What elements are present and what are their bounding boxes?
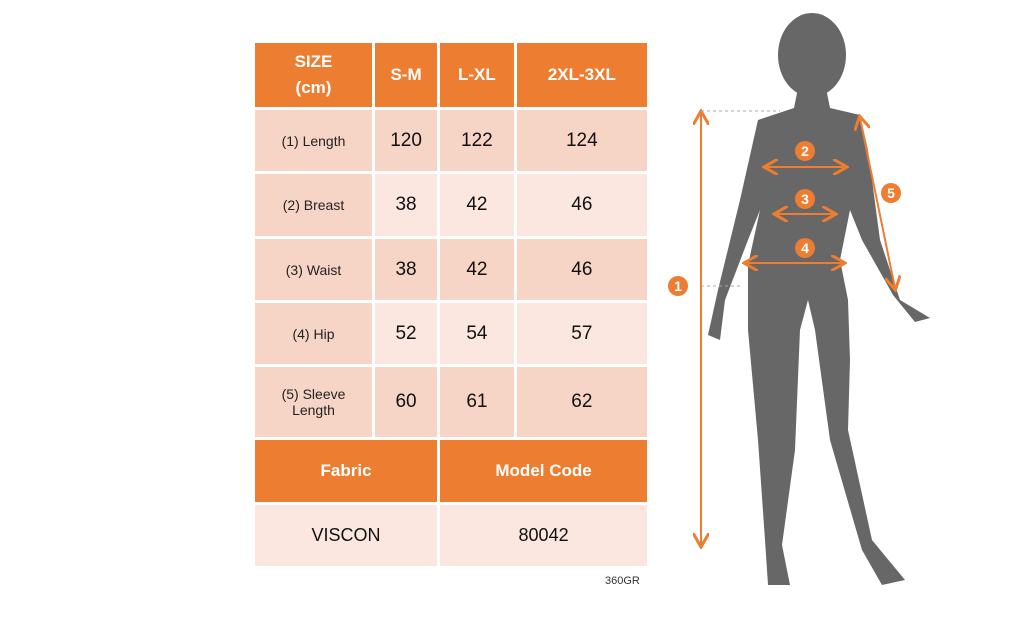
- marker-2: 2: [801, 143, 809, 159]
- size-chart-table: SIZE (cm) S-M L-XL 2XL-3XL (1) Length 12…: [251, 40, 651, 569]
- model-code-value: 80042: [437, 502, 650, 569]
- size-header: SIZE (cm): [252, 40, 375, 110]
- cell: 62: [513, 364, 651, 440]
- row-label: (4) Hip: [252, 300, 375, 367]
- footnote: 360GR: [605, 575, 640, 587]
- table-row: (3) Waist 38 42 46: [252, 236, 651, 303]
- cell: 46: [513, 171, 651, 239]
- size-l-xl-header: L-XL: [437, 40, 517, 110]
- cell: 54: [437, 300, 517, 367]
- size-2xl-3xl-header: 2XL-3XL: [513, 40, 651, 110]
- row-label: (5) Sleeve Length: [252, 364, 375, 440]
- size-s-m-header: S-M: [371, 40, 441, 110]
- cell: 42: [437, 171, 517, 239]
- row-label: (3) Waist: [252, 236, 375, 303]
- row-label: (2) Breast: [252, 171, 375, 239]
- cell: 124: [513, 107, 651, 174]
- sleeve-arrow: [860, 118, 895, 288]
- marker-3: 3: [801, 191, 809, 207]
- header-row: SIZE (cm) S-M L-XL 2XL-3XL: [252, 40, 651, 110]
- cell: 61: [437, 364, 517, 440]
- cell: 120: [371, 107, 441, 174]
- fabric-value: VISCON: [251, 502, 441, 569]
- row-label: (1) Length: [252, 107, 375, 174]
- fabric-header-row: Fabric Model Code: [251, 437, 650, 505]
- fabric-row: VISCON 80042: [251, 502, 650, 569]
- marker-4: 4: [801, 240, 809, 256]
- cell: 57: [513, 300, 651, 367]
- cell: 38: [371, 171, 441, 239]
- measurement-markers: [668, 141, 901, 296]
- cell: 122: [437, 107, 517, 174]
- table-row: (5) Sleeve Length 60 61 62: [252, 364, 651, 440]
- model-code-label: Model Code: [437, 437, 650, 505]
- cell: 42: [437, 236, 517, 303]
- cell: 46: [513, 236, 651, 303]
- marker-5: 5: [887, 185, 895, 201]
- table-row: (1) Length 120 122 124: [252, 107, 651, 174]
- marker-1: 1: [674, 278, 682, 294]
- table-row: (2) Breast 38 42 46: [252, 171, 651, 239]
- cell: 60: [371, 364, 441, 440]
- cell: 38: [371, 236, 441, 303]
- table-row: (4) Hip 52 54 57: [252, 300, 651, 367]
- fabric-label: Fabric: [251, 437, 441, 505]
- silhouette: [708, 13, 930, 585]
- cell: 52: [371, 300, 441, 367]
